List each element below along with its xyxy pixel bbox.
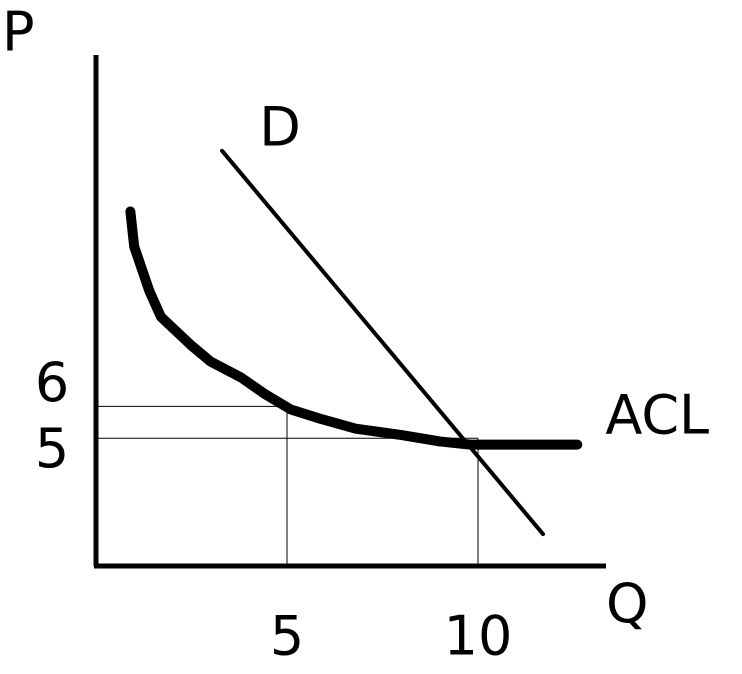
y-tick-label: 6 <box>35 351 69 414</box>
x-tick-label: 10 <box>444 605 513 668</box>
x-tick-label: 5 <box>270 605 304 668</box>
curve <box>220 148 545 537</box>
curve-label: D <box>259 95 301 158</box>
curve-label: ACL <box>605 383 709 446</box>
y-tick-label: 5 <box>35 417 69 480</box>
x-axis-label: Q <box>606 573 649 636</box>
curve <box>125 206 583 450</box>
y-axis-label: P <box>2 1 35 64</box>
